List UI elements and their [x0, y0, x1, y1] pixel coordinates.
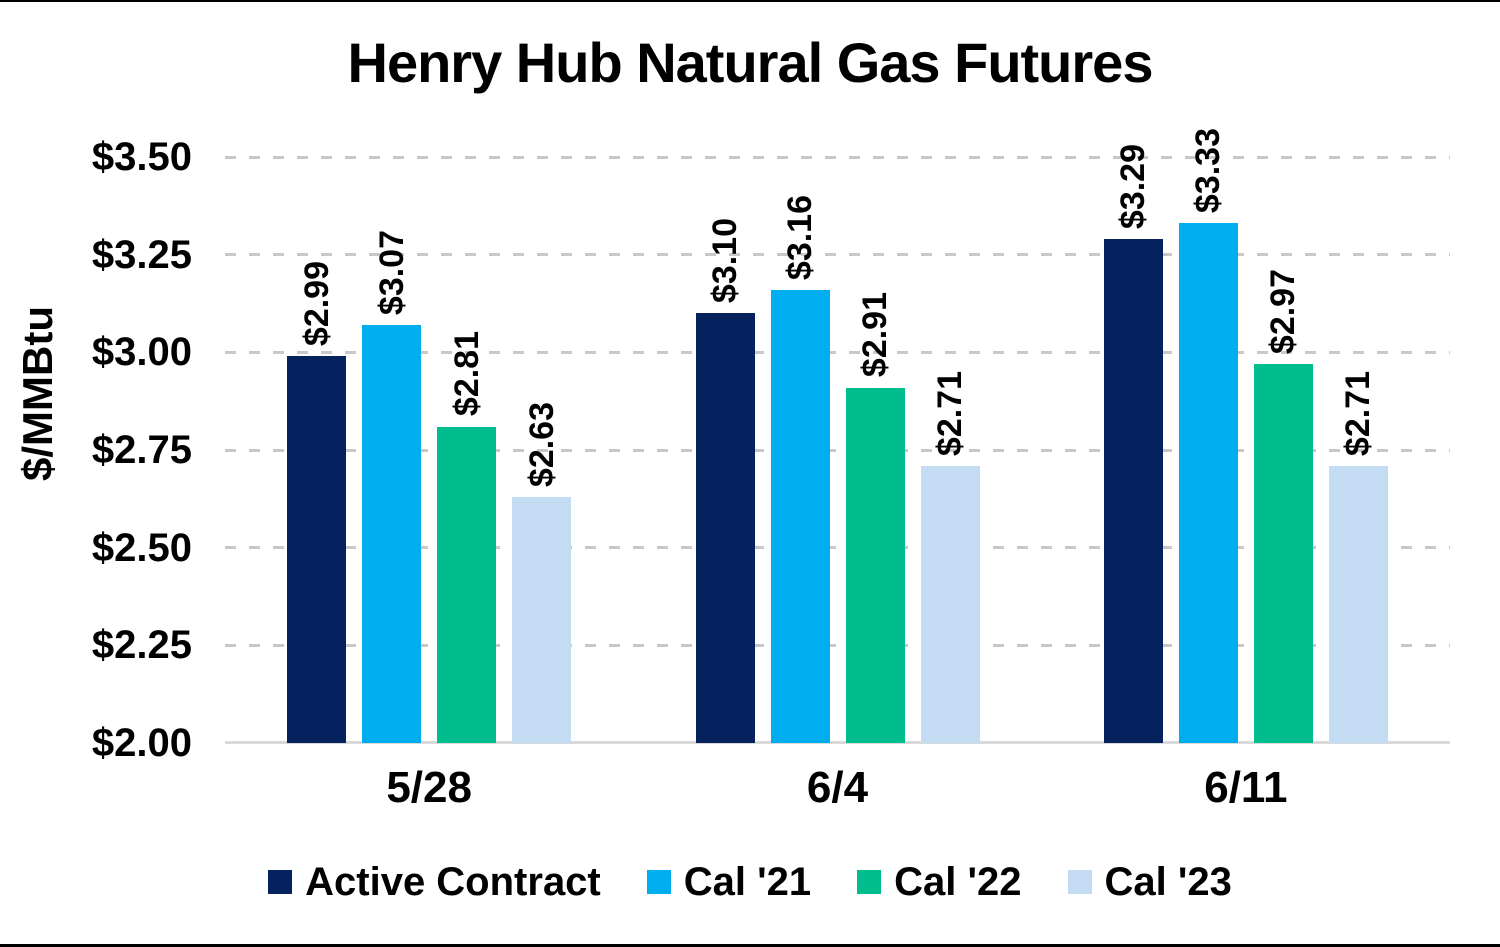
legend-swatch-active-contract — [268, 870, 293, 894]
bar-value-label-wrap: $3.10 — [696, 218, 755, 303]
bar-value-label: $2.97 — [1264, 268, 1303, 355]
bar-value-label-wrap: $2.99 — [287, 261, 346, 346]
x-category-label-6-4: 6/4 — [806, 763, 869, 812]
bar-cal-21-6-4 — [770, 289, 830, 743]
legend-swatch-cal-21 — [646, 870, 671, 894]
legend-item-cal-21: Cal '21 — [646, 859, 812, 905]
legend-label-cal-23: Cal '23 — [1104, 859, 1232, 904]
bar-active-contract-6-11 — [1103, 239, 1163, 743]
gridline — [225, 155, 1450, 159]
y-tick-label: $2.25 — [91, 623, 192, 668]
gridline — [225, 448, 1450, 452]
legend-item-active-contract: Active Contract — [268, 860, 601, 905]
bar-value-label-wrap: $2.97 — [1254, 269, 1313, 354]
x-axis-line — [225, 741, 1450, 744]
bar-value-label: $2.63 — [522, 401, 561, 487]
bar-value-label-wrap: $2.91 — [846, 292, 905, 377]
bar-value-label: $3.16 — [781, 194, 819, 280]
legend-item-cal-22: Cal '22 — [857, 859, 1022, 905]
legend-swatch-cal-22 — [857, 870, 882, 894]
bar-cal-23-6-11 — [1328, 465, 1388, 743]
x-axis-category-labels: 5/28 6/4 6/11 — [0, 763, 1500, 823]
bar-cal-23-5-28 — [512, 496, 572, 743]
bar-value-label: $3.07 — [372, 229, 411, 315]
bar-value-label-wrap: $2.71 — [921, 371, 980, 456]
y-tick-label: $3.25 — [91, 232, 192, 277]
legend-swatch-cal-23 — [1067, 870, 1092, 894]
bar-value-label-wrap: $3.07 — [362, 230, 421, 315]
bar-value-label: $3.33 — [1189, 128, 1228, 214]
legend-label-active-contract: Active Contract — [305, 859, 601, 904]
y-tick-label: $2.50 — [91, 525, 192, 570]
bar-value-label-wrap: $2.81 — [437, 331, 496, 416]
bar-active-contract-5-28 — [287, 356, 347, 743]
chart-title: Henry Hub Natural Gas Futures — [347, 31, 1154, 94]
y-tick-label: $2.00 — [91, 721, 192, 765]
legend-label-cal-22: Cal '22 — [894, 859, 1022, 904]
x-category-label-5-28: 5/28 — [386, 763, 472, 812]
bar-value-label: $2.71 — [1339, 370, 1378, 456]
bar-value-label: $2.91 — [856, 292, 894, 378]
plot-area: $2.99 $3.07 $2.81 $2.63 $3.10 $3.16 $2.91 $2.71… — [225, 128, 1450, 744]
top-border-line — [0, 0, 1500, 2]
bar-value-label-wrap: $2.63 — [512, 402, 571, 487]
bar-cal-22-6-11 — [1253, 364, 1313, 743]
bar-value-label-wrap: $3.29 — [1104, 144, 1163, 229]
legend-label-cal-21: Cal '21 — [683, 859, 812, 904]
bar-value-label-wrap: $3.16 — [771, 195, 830, 280]
bar-cal-22-5-28 — [437, 426, 497, 743]
y-tick-label: $3.50 — [91, 135, 192, 179]
gridline — [225, 643, 1450, 647]
bar-value-label: $2.99 — [297, 261, 336, 347]
bar-value-label: $2.71 — [931, 370, 969, 456]
bar-value-label-wrap: $2.71 — [1329, 371, 1388, 456]
legend: Active Contract Cal '21 Cal '22 Cal '23 — [0, 852, 1500, 912]
gridline — [225, 253, 1450, 257]
bar-value-label: $3.29 — [1114, 143, 1153, 230]
bar-cal-21-5-28 — [362, 325, 422, 743]
bar-active-contract-6-4 — [695, 313, 755, 743]
gridline — [225, 350, 1450, 354]
bar-value-label: $3.10 — [706, 218, 744, 304]
bar-cal-22-6-4 — [845, 387, 905, 743]
legend-item-cal-23: Cal '23 — [1067, 859, 1232, 905]
bar-cal-21-6-11 — [1178, 223, 1238, 743]
x-category-label-6-11: 6/11 — [1204, 763, 1288, 812]
bar-value-label-wrap: $3.33 — [1179, 128, 1238, 213]
y-axis-tick-labels: $3.50 $3.25 $3.00 $2.75 $2.50 $2.25 $2.00 — [0, 0, 192, 947]
y-tick-label: $3.00 — [91, 330, 192, 375]
bar-value-label: $2.81 — [447, 331, 486, 417]
bar-cal-23-6-4 — [920, 465, 980, 743]
y-tick-label: $2.75 — [91, 428, 192, 472]
bottom-border-line — [0, 944, 1500, 947]
gridline — [225, 546, 1450, 550]
